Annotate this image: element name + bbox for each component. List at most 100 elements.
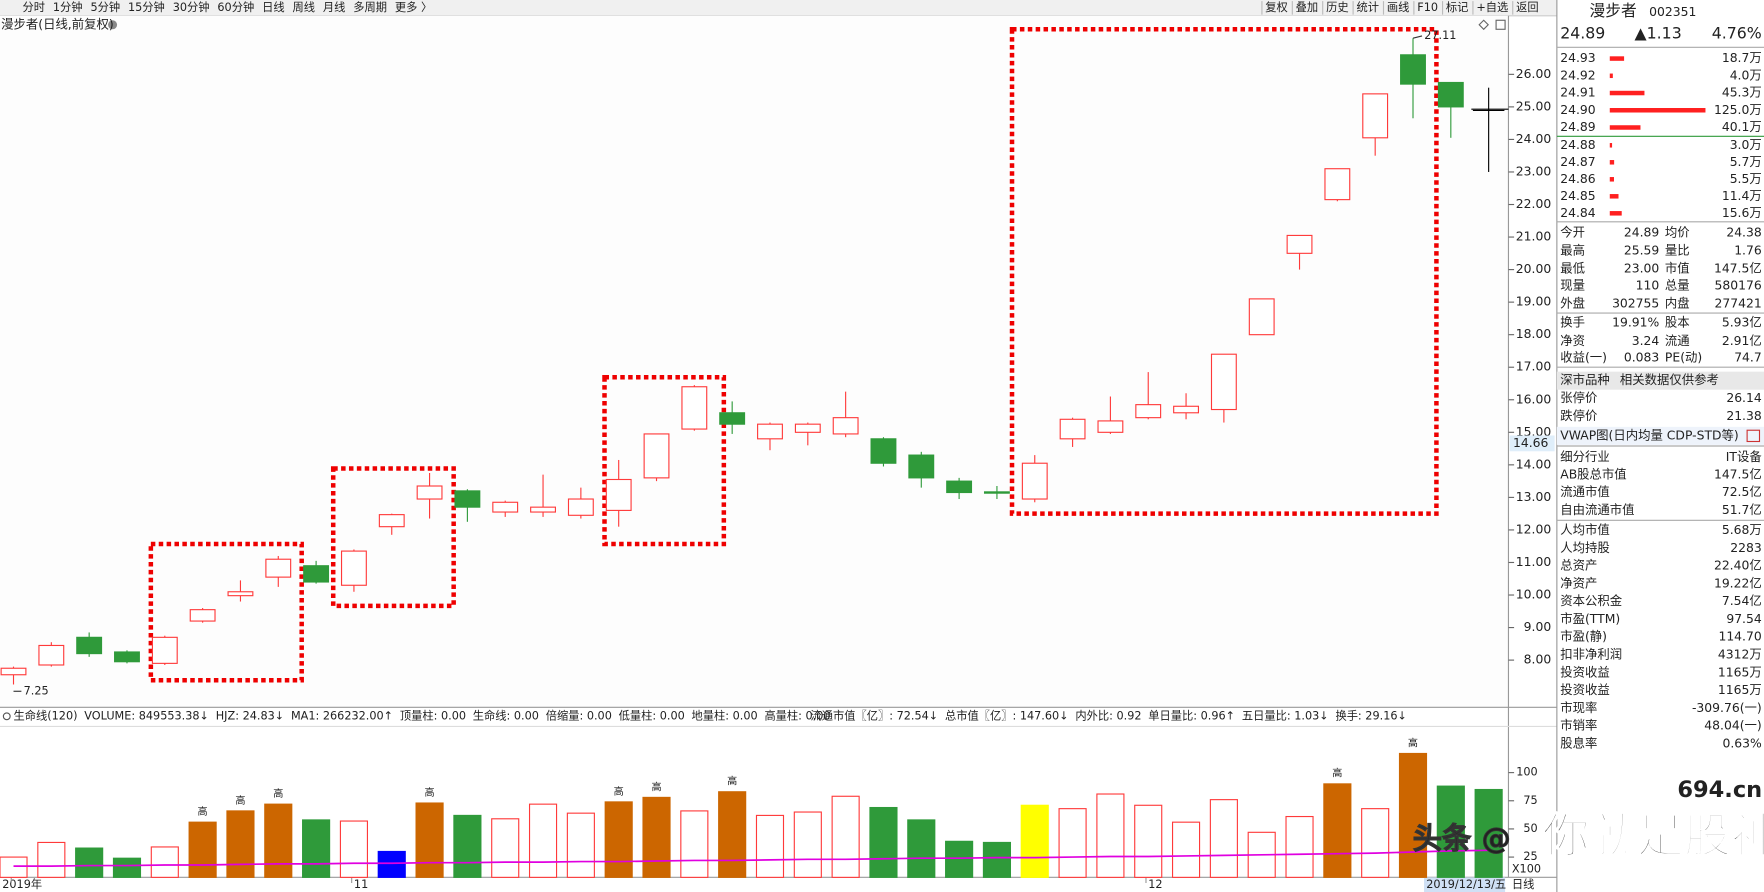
- volume-tag: 高: [235, 794, 245, 807]
- candle-body: [567, 498, 594, 516]
- candle-body: [1324, 168, 1351, 201]
- period-tab[interactable]: 周线: [292, 0, 315, 14]
- candle-body: [1210, 353, 1237, 411]
- candle-body: [76, 636, 103, 655]
- tool-button[interactable]: 叠加: [1296, 1, 1319, 14]
- fund-label: 投资收益: [1560, 664, 1610, 679]
- fund-value: 1165万: [1718, 683, 1762, 697]
- volume-bar: [302, 819, 331, 878]
- volume-bar: [604, 801, 633, 878]
- period-tab[interactable]: 15分钟: [128, 0, 165, 14]
- volume-bar: [528, 803, 558, 878]
- volume-tag: 高: [198, 805, 208, 818]
- fund-value: 72.5亿: [1722, 484, 1762, 499]
- period-tab[interactable]: 分时: [23, 1, 46, 14]
- book-bar: [1609, 73, 1613, 79]
- candle-body: [265, 558, 292, 578]
- stat-label: 今开: [1560, 225, 1585, 240]
- book-volume: 3.0万: [1730, 138, 1762, 152]
- candle-body: [1173, 405, 1200, 414]
- indicator-legend: 倍缩量: 0.00: [546, 708, 612, 722]
- panel-icon[interactable]: [1495, 19, 1506, 30]
- volume-bar: [1096, 793, 1125, 878]
- y-tick-label: 26.00: [1516, 67, 1552, 81]
- volume-bar: [1058, 808, 1087, 878]
- low-label: 7.25: [24, 684, 49, 697]
- fund-value: IT设备: [1726, 449, 1763, 464]
- book-bar: [1609, 211, 1622, 216]
- volume-bar: [453, 814, 482, 878]
- y-tick-label: 25.00: [1516, 99, 1552, 113]
- vwap-icon[interactable]: [1746, 429, 1761, 443]
- tool-button[interactable]: 标记: [1446, 1, 1469, 14]
- volume-bar: [37, 841, 66, 878]
- stat-value: 2.91亿: [1722, 333, 1762, 348]
- tool-button[interactable]: 画线: [1387, 0, 1410, 14]
- fund-value: 4312万: [1718, 648, 1762, 662]
- y-tick-label: 8.00: [1524, 653, 1552, 667]
- tool-button[interactable]: 返回: [1516, 1, 1539, 14]
- book-bar: [1609, 194, 1619, 199]
- candle-body: [454, 490, 481, 508]
- y-tick-label: 14.00: [1516, 457, 1552, 471]
- tool-button[interactable]: +自选: [1476, 1, 1508, 14]
- book-volume: 4.0万: [1730, 68, 1762, 82]
- volume-bar: [907, 819, 936, 878]
- tool-button[interactable]: 统计: [1356, 1, 1379, 14]
- period-tab[interactable]: 多周期: [353, 0, 387, 14]
- stat-label: PE(动): [1665, 351, 1702, 365]
- limit-value: 26.14: [1726, 391, 1762, 405]
- book-volume: 40.1万: [1722, 120, 1762, 134]
- candle-body: [1400, 54, 1426, 85]
- period-tab[interactable]: 月线: [323, 0, 346, 14]
- book-price: 24.89: [1560, 120, 1595, 134]
- book-price: 24.84: [1560, 206, 1596, 220]
- fund-label: 总资产: [1560, 559, 1597, 573]
- period-tab[interactable]: 更多 〉: [395, 0, 432, 14]
- fund-label: 人均持股: [1560, 540, 1610, 555]
- tool-button[interactable]: 复权: [1265, 1, 1288, 14]
- period-tab[interactable]: 1分钟: [53, 0, 83, 14]
- indicator-legend: 内外比: 0.92: [1075, 708, 1141, 722]
- fund-label: 人均市值: [1560, 522, 1610, 537]
- x-tick-label: 12: [1148, 878, 1162, 891]
- period-tab[interactable]: 5分钟: [90, 0, 120, 14]
- period-tab[interactable]: 日线: [262, 0, 285, 14]
- candle-body: [643, 433, 670, 479]
- stat-label: 换手: [1560, 316, 1585, 330]
- book-price: 24.87: [1560, 155, 1595, 169]
- volume-tag: 高: [614, 785, 624, 798]
- fund-label: 市盈(TTM): [1560, 611, 1620, 626]
- highlight-box: [602, 375, 727, 547]
- indicator-legend: 五日量比: 1.03↓: [1242, 709, 1329, 722]
- volume-bar: [982, 841, 1012, 878]
- volume-bar: [1436, 785, 1465, 878]
- book-price: 24.85: [1560, 189, 1595, 203]
- volume-tag: 高: [727, 775, 737, 788]
- limits-header-bg: [1556, 371, 1764, 390]
- diamond-icon[interactable]: [1478, 19, 1489, 31]
- tool-button[interactable]: F10: [1417, 1, 1438, 14]
- period-tab[interactable]: 30分钟: [173, 0, 210, 14]
- indicator-legend: 低量柱: 0.00: [619, 708, 685, 722]
- fund-value: 2283: [1730, 541, 1761, 555]
- tool-button[interactable]: 历史: [1326, 1, 1349, 14]
- volume-bar: [869, 806, 898, 878]
- fund-value: 5.68万: [1722, 523, 1762, 537]
- indicator-legend: 流通市值〖亿〗: 72.54↓: [811, 708, 939, 722]
- indicator-legend: VOLUME: 849553.38↓: [84, 709, 209, 722]
- candle-body: [530, 506, 556, 513]
- volume-bar: [793, 811, 822, 878]
- candle-body: [832, 417, 859, 435]
- book-volume: 45.3万: [1722, 86, 1762, 100]
- dropdown-icon[interactable]: [108, 20, 118, 30]
- volume-bar: [491, 818, 520, 878]
- y-tick-label: 16.00: [1516, 392, 1552, 406]
- vwap-link[interactable]: VWAP图(日内均量 CDP-STD等): [1560, 427, 1739, 442]
- period-tab[interactable]: 60分钟: [217, 0, 254, 14]
- volume-bar: [75, 847, 104, 878]
- volume-tag: 高: [425, 786, 435, 799]
- candle-body: [1286, 234, 1313, 254]
- fund-label: 扣非净利润: [1560, 648, 1622, 662]
